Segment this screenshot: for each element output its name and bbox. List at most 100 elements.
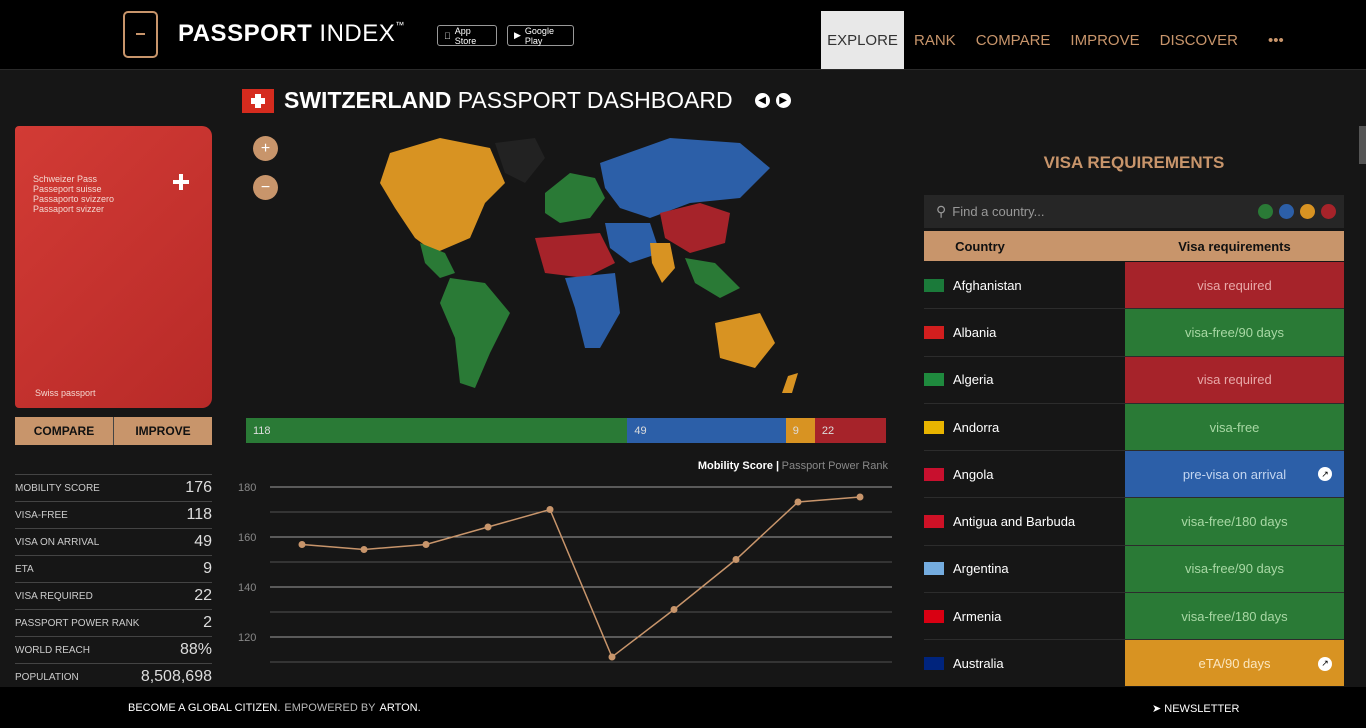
country-name: Andorra (953, 419, 1000, 435)
newsletter-link[interactable]: ➤ NEWSLETTER (1152, 703, 1240, 715)
map-africa-south[interactable] (565, 273, 620, 348)
map-australia[interactable] (715, 313, 775, 368)
country-cell: Andorra (924, 404, 1125, 450)
visa-status-text: visa required (1197, 277, 1272, 293)
footer-empowered: EMPOWERED BY (284, 702, 376, 714)
legend-power-rank[interactable]: Passport Power Rank (782, 460, 889, 472)
apple-icon:  (444, 31, 451, 41)
arton-link[interactable]: ARTON. (379, 702, 421, 714)
data-point[interactable] (670, 606, 678, 613)
map-russia-asia[interactable] (600, 138, 770, 218)
swiss-cross-icon (173, 174, 189, 190)
visa-row[interactable]: Algeria visa required (924, 356, 1344, 404)
world-map[interactable] (320, 128, 820, 403)
visa-status-text: visa-free (1209, 419, 1260, 435)
filter-dot[interactable] (1321, 204, 1336, 219)
visa-row[interactable]: Argentina visa-free/90 days (924, 545, 1344, 594)
map-southeast-asia[interactable] (685, 258, 740, 298)
col-country[interactable]: Country (955, 238, 1005, 254)
map-europe[interactable] (545, 173, 605, 223)
nav-rank[interactable]: RANK (914, 31, 956, 49)
breakdown-segment[interactable]: 22 (814, 418, 886, 443)
visa-status-cell: eTA/90 days ↗ (1125, 640, 1344, 686)
antigua-and-barbuda-flag-icon (924, 515, 944, 529)
armenia-flag-icon (924, 609, 944, 623)
improve-button[interactable]: IMPROVE (135, 424, 191, 438)
col-visa-req[interactable]: Visa requirements (1178, 238, 1291, 254)
map-north-america[interactable] (380, 138, 505, 253)
stats-list: MOBILITY SCORE 176 VISA-FREE 118 VISA ON ARR… (15, 474, 212, 690)
visa-requirements-title: VISA REQUIREMENTS (1043, 153, 1225, 172)
visa-status-cell: visa required (1125, 356, 1344, 403)
data-point[interactable] (608, 653, 616, 661)
map-south-america[interactable] (440, 278, 510, 388)
country-name: Algeria (953, 372, 994, 388)
map-middle-east[interactable] (605, 223, 660, 263)
play-icon: ▶ (514, 30, 521, 40)
stat-label: ETA (15, 563, 34, 575)
visa-row[interactable]: Antigua and Barbuda visa-free/180 days (924, 498, 1344, 546)
map-africa-north[interactable] (535, 233, 615, 278)
legend-separator: | (776, 460, 779, 472)
external-link-icon[interactable]: ↗ (1318, 656, 1332, 671)
visa-row[interactable]: Andorra visa-free (924, 403, 1344, 452)
app-store-badge[interactable]: App Store (437, 25, 497, 46)
nav-compare[interactable]: COMPARE (975, 31, 1051, 49)
data-point[interactable] (298, 541, 306, 548)
map-china[interactable] (660, 203, 730, 253)
country-search[interactable]: ⚲ Find a country... (924, 195, 1344, 228)
country-cell: Argentina (924, 546, 1125, 592)
menu-toggle-icon[interactable] (123, 11, 158, 58)
map-india[interactable] (650, 243, 675, 283)
compare-button[interactable]: COMPARE (15, 417, 114, 445)
site-logo[interactable]: PASSPORT INDEX™ (178, 20, 405, 47)
data-point[interactable] (546, 506, 554, 513)
data-point[interactable] (484, 523, 492, 531)
visa-row[interactable]: Armenia visa-free/180 days (924, 593, 1344, 641)
nav-improve[interactable]: IMPROVE (1070, 31, 1140, 49)
visa-row[interactable]: Australia eTA/90 days ↗ (924, 640, 1344, 686)
visa-status-cell: pre-visa on arrival ↗ (1125, 451, 1344, 498)
visa-row[interactable]: Afghanistan visa required (924, 262, 1344, 310)
visa-row[interactable]: Angola pre-visa on arrival ↗ (924, 451, 1344, 499)
country-name: Argentina (953, 561, 1009, 577)
argentina-flag-icon (924, 562, 944, 576)
data-point[interactable] (422, 541, 430, 548)
search-icon: ⚲ (936, 203, 947, 219)
data-point[interactable] (794, 498, 802, 506)
data-point[interactable] (856, 493, 864, 501)
visa-row[interactable]: Albania visa-free/90 days (924, 309, 1344, 357)
nav-discover[interactable]: DISCOVER (1159, 31, 1238, 49)
filter-dot[interactable] (1279, 204, 1294, 219)
zoom-in-button[interactable]: + (253, 136, 278, 161)
map-greenland (495, 138, 545, 183)
visa-status-cell: visa required (1125, 262, 1344, 309)
breakdown-segment[interactable]: 49 (627, 418, 786, 443)
next-arrow-icon[interactable]: ▶ (775, 93, 791, 108)
external-link-icon[interactable]: ↗ (1318, 467, 1332, 482)
footer-tagline: BECOME A GLOBAL CITIZEN. (128, 702, 281, 714)
map-central-america[interactable] (420, 243, 455, 278)
country-name: Albania (953, 324, 997, 340)
nav-explore[interactable]: EXPLORE (821, 11, 904, 69)
page-scrollbar[interactable] (1359, 126, 1366, 164)
search-input[interactable]: Find a country... (952, 204, 1045, 219)
data-point[interactable] (732, 556, 740, 563)
breakdown-segment[interactable]: 118 (246, 418, 628, 443)
stat-value: 2 (203, 614, 212, 631)
google-play-badge[interactable]: ▶ Google Play (507, 25, 574, 46)
stat-value: 8,508,698 (140, 668, 212, 685)
map-new-zealand[interactable] (782, 373, 798, 393)
visa-breakdown-bar: 118 49 9 22 (246, 418, 886, 443)
legend-mobility-score[interactable]: Mobility Score (698, 460, 773, 472)
mobility-chart[interactable]: Mobility Score | Passport Power Rank 120… (230, 455, 900, 687)
filter-dot[interactable] (1258, 204, 1273, 219)
breakdown-segment[interactable]: 9 (785, 418, 815, 443)
prev-arrow-icon[interactable]: ◀ (754, 93, 770, 108)
filter-dot[interactable] (1300, 204, 1315, 219)
zoom-out-button[interactable]: − (253, 175, 278, 200)
more-menu-icon[interactable]: ••• (1267, 31, 1284, 49)
australia-flag-icon (924, 657, 944, 671)
visa-status-cell: visa-free/180 days (1125, 498, 1344, 545)
data-point[interactable] (360, 546, 368, 553)
